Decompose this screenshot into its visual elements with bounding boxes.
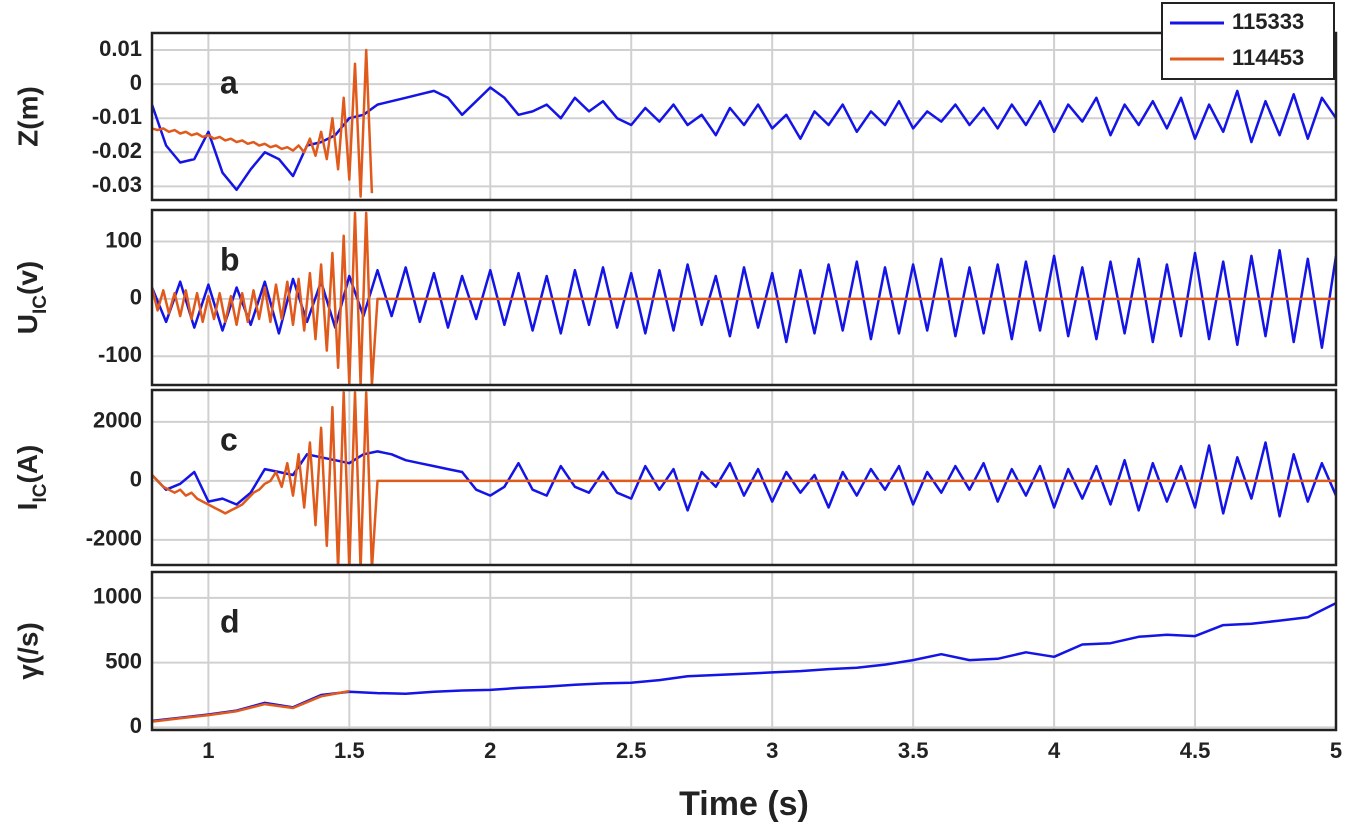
y-tick-label: -0.02 [92, 138, 142, 163]
data-line [152, 441, 1336, 518]
x-tick-label: 1.5 [334, 738, 365, 763]
series-group [152, 211, 1336, 385]
y-axis-label: Z(m) [12, 86, 43, 147]
y-tick-label: -2000 [86, 526, 142, 551]
y-axis-label: UIC(v) [12, 261, 50, 334]
plot-area [152, 572, 1336, 730]
x-tick-label: 2.5 [616, 738, 647, 763]
x-tick-label: 4.5 [1180, 738, 1211, 763]
data-line [152, 86, 1336, 192]
y-tick-label: -100 [98, 342, 142, 367]
data-line [152, 391, 1336, 565]
legend-label: 115333 [1232, 9, 1304, 34]
axes-frame [150, 570, 1338, 732]
y-tick-label: 0.01 [99, 36, 142, 61]
panel-label: c [220, 421, 238, 457]
y-tick-label: 0 [130, 467, 142, 492]
y-axis-label: IIC(A) [12, 445, 50, 511]
axes-frame [150, 388, 1338, 567]
x-tick-label: 2 [484, 738, 496, 763]
panel-label: d [220, 603, 240, 639]
x-axis-label: Time (s) [679, 785, 809, 823]
plot-area [152, 33, 1336, 200]
y-tick-label: 0 [130, 285, 142, 310]
y-tick-label: 2000 [93, 408, 142, 433]
y-label-part: U [12, 314, 43, 334]
legend-label: 114453 [1232, 45, 1304, 70]
y-tick-label: 1000 [93, 584, 142, 609]
data-line [152, 248, 1336, 349]
y-tick-label: -0.03 [92, 172, 142, 197]
panel-label: b [220, 241, 240, 277]
x-tick-label: 3.5 [898, 738, 929, 763]
y-label-part: I [12, 503, 43, 511]
y-tick-label: 100 [105, 227, 142, 252]
legend-box [1161, 2, 1335, 80]
axes-frame [150, 208, 1338, 387]
y-tick-label: 500 [105, 648, 142, 673]
data-line [152, 211, 1336, 385]
series-group [152, 48, 1336, 198]
y-tick-label: 0 [130, 713, 142, 738]
y-label-part: (v) [12, 261, 43, 295]
x-tick-label: 4 [1048, 738, 1061, 763]
y-label-part: IC [30, 483, 51, 502]
series-group [152, 391, 1336, 565]
data-line [152, 689, 350, 723]
axes-frame [150, 31, 1338, 202]
y-label-part: IC [30, 295, 51, 314]
y-axis-label: γ(/s) [12, 622, 43, 680]
y-tick-label: 0 [130, 70, 142, 95]
panel-label: a [220, 64, 238, 100]
x-tick-label: 3 [766, 738, 778, 763]
series-group [152, 601, 1336, 723]
y-tick-label: -0.01 [92, 104, 142, 129]
y-label-part: (A) [12, 445, 43, 484]
x-tick-label: 5 [1330, 738, 1342, 763]
data-line [152, 48, 374, 198]
x-tick-label: 1 [202, 738, 214, 763]
